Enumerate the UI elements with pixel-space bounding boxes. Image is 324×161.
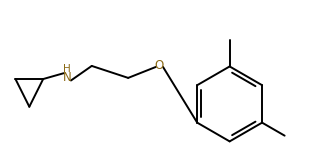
Text: H: H <box>64 64 71 74</box>
Text: O: O <box>155 59 164 72</box>
Text: N: N <box>63 71 72 84</box>
